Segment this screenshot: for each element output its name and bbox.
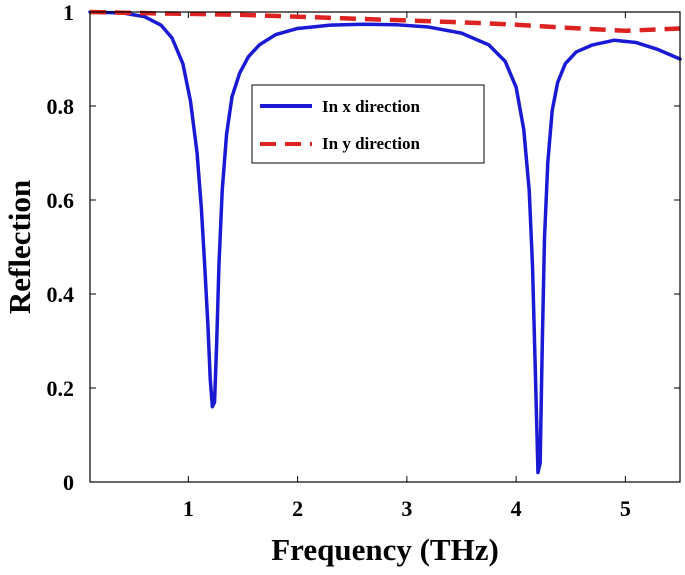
series-line-y-direction <box>89 9 681 34</box>
legend: In x direction In y direction <box>251 84 485 164</box>
y-tick-labels: 0 0.2 0.4 0.6 0.8 1 <box>47 0 75 495</box>
y-tick-label: 0.4 <box>47 282 75 307</box>
legend-label-y: In y direction <box>322 134 420 153</box>
series-group <box>88 9 682 475</box>
x-tick-marks <box>187 12 626 482</box>
series-line-x-direction <box>88 10 682 475</box>
x-tick-label: 5 <box>620 496 631 521</box>
y-tick-label: 0 <box>63 470 74 495</box>
legend-box <box>251 84 485 164</box>
legend-label-x: In x direction <box>322 97 420 116</box>
y-tick-label: 0.2 <box>47 376 75 401</box>
x-axis-title: Frequency (THz) <box>271 532 499 567</box>
y-tick-label: 0.8 <box>47 94 75 119</box>
x-tick-label: 2 <box>292 496 303 521</box>
x-tick-label: 3 <box>401 496 412 521</box>
x-tick-labels: 1 2 3 4 5 <box>183 496 631 521</box>
x-tick-label: 4 <box>511 496 522 521</box>
y-tick-label: 1 <box>63 0 74 25</box>
x-tick-label: 1 <box>183 496 194 521</box>
y-axis-title: Reflection <box>2 180 37 314</box>
plot-frame <box>89 11 681 483</box>
plot-area-background <box>90 12 680 482</box>
y-tick-label: 0.6 <box>47 188 75 213</box>
